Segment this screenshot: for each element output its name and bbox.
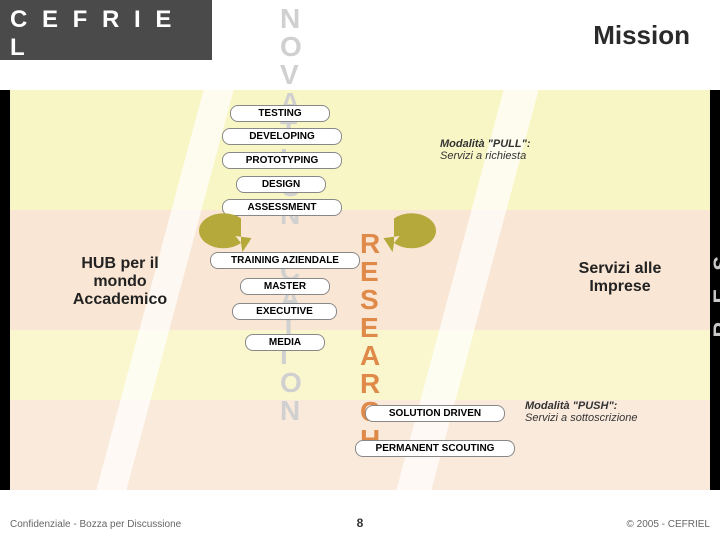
footer-page-number: 8	[357, 516, 364, 530]
modalita-pull-desc: Servizi a richiesta	[440, 150, 530, 162]
ghost-left: A D E M	[0, 250, 6, 388]
logo-tagline: FORGING INNOVATION	[10, 64, 202, 74]
pillbox-executive: EXECUTIVE	[232, 303, 337, 320]
modalita-push: Modalità "PUSH": Servizi a sottoscrizion…	[525, 400, 638, 424]
pillbox-design: DESIGN	[236, 176, 326, 193]
footer-left: Confidenziale - Bozza per Discussione	[10, 519, 181, 530]
hub-line1: HUB per il	[45, 255, 195, 273]
ghost-right: R E S	[709, 250, 720, 337]
hub-text: HUB per il mondo Accademico	[45, 255, 195, 309]
slide-root: N O V A T I O N C A T I O N R E S E A R …	[0, 0, 720, 540]
pillbox-media: MEDIA	[245, 334, 325, 351]
logo-area: C E F R I E L FORGING INNOVATION POLITEC…	[0, 0, 212, 60]
logo-main: C E F R I E L	[10, 6, 202, 62]
modalita-pull-title: Modalità "PULL":	[440, 138, 530, 150]
pillbox-prototyping: PROTOTYPING	[222, 152, 342, 169]
modalita-push-desc: Servizi a sottoscrizione	[525, 412, 638, 424]
arrow-left	[185, 210, 255, 255]
modalita-push-title: Modalità "PUSH":	[525, 400, 617, 412]
servizi-text: Servizi alle Imprese	[555, 260, 685, 296]
servizi-line2: Imprese	[555, 278, 685, 296]
pillbox-scouting: PERMANENT SCOUTING	[355, 440, 515, 457]
modalita-pull: Modalità "PULL": Servizi a richiesta	[440, 138, 530, 162]
pillbox-developing: DEVELOPING	[222, 128, 342, 145]
logo-sub: POLITECNICO DI MILANO	[10, 78, 202, 85]
pillbox-master: MASTER	[240, 278, 330, 295]
arrow-right	[380, 210, 450, 255]
hub-line3: Accademico	[45, 291, 195, 309]
pillbox-testing: TESTING	[230, 105, 330, 122]
footer-right: © 2005 - CEFRIEL	[626, 519, 710, 530]
hub-line2: mondo	[45, 273, 195, 291]
pillbox-solution: SOLUTION DRIVEN	[365, 405, 505, 422]
page-title: Mission	[593, 20, 690, 51]
servizi-line1: Servizi alle	[555, 260, 685, 278]
band-1	[0, 90, 720, 210]
